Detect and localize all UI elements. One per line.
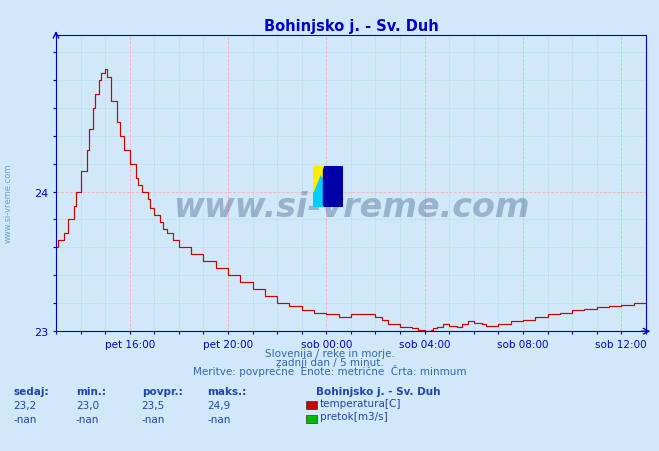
Text: maks.:: maks.: (208, 387, 247, 396)
Polygon shape (313, 167, 324, 193)
Text: sedaj:: sedaj: (13, 387, 49, 396)
Text: www.si-vreme.com: www.si-vreme.com (3, 163, 13, 243)
Text: -nan: -nan (142, 414, 165, 423)
Polygon shape (313, 167, 343, 207)
Text: www.si-vreme.com: www.si-vreme.com (173, 191, 529, 224)
Polygon shape (313, 167, 343, 207)
Title: Bohinjsko j. - Sv. Duh: Bohinjsko j. - Sv. Duh (264, 18, 438, 33)
Text: povpr.:: povpr.: (142, 387, 183, 396)
Text: Meritve: povprečne  Enote: metrične  Črta: minmum: Meritve: povprečne Enote: metrične Črta:… (192, 364, 467, 376)
Text: min.:: min.: (76, 387, 106, 396)
Polygon shape (324, 167, 343, 207)
Text: 23,0: 23,0 (76, 400, 99, 410)
Text: 24,9: 24,9 (208, 400, 231, 410)
Text: zadnji dan / 5 minut.: zadnji dan / 5 minut. (275, 357, 384, 367)
Text: Slovenija / reke in morje.: Slovenija / reke in morje. (264, 348, 395, 358)
Text: Bohinjsko j. - Sv. Duh: Bohinjsko j. - Sv. Duh (316, 387, 441, 396)
Polygon shape (313, 193, 324, 207)
Text: 23,2: 23,2 (13, 400, 36, 410)
Text: temperatura[C]: temperatura[C] (320, 398, 401, 408)
Text: -nan: -nan (76, 414, 99, 423)
Text: -nan: -nan (208, 414, 231, 423)
Text: pretok[m3/s]: pretok[m3/s] (320, 411, 387, 421)
Text: -nan: -nan (13, 414, 36, 423)
Text: 23,5: 23,5 (142, 400, 165, 410)
